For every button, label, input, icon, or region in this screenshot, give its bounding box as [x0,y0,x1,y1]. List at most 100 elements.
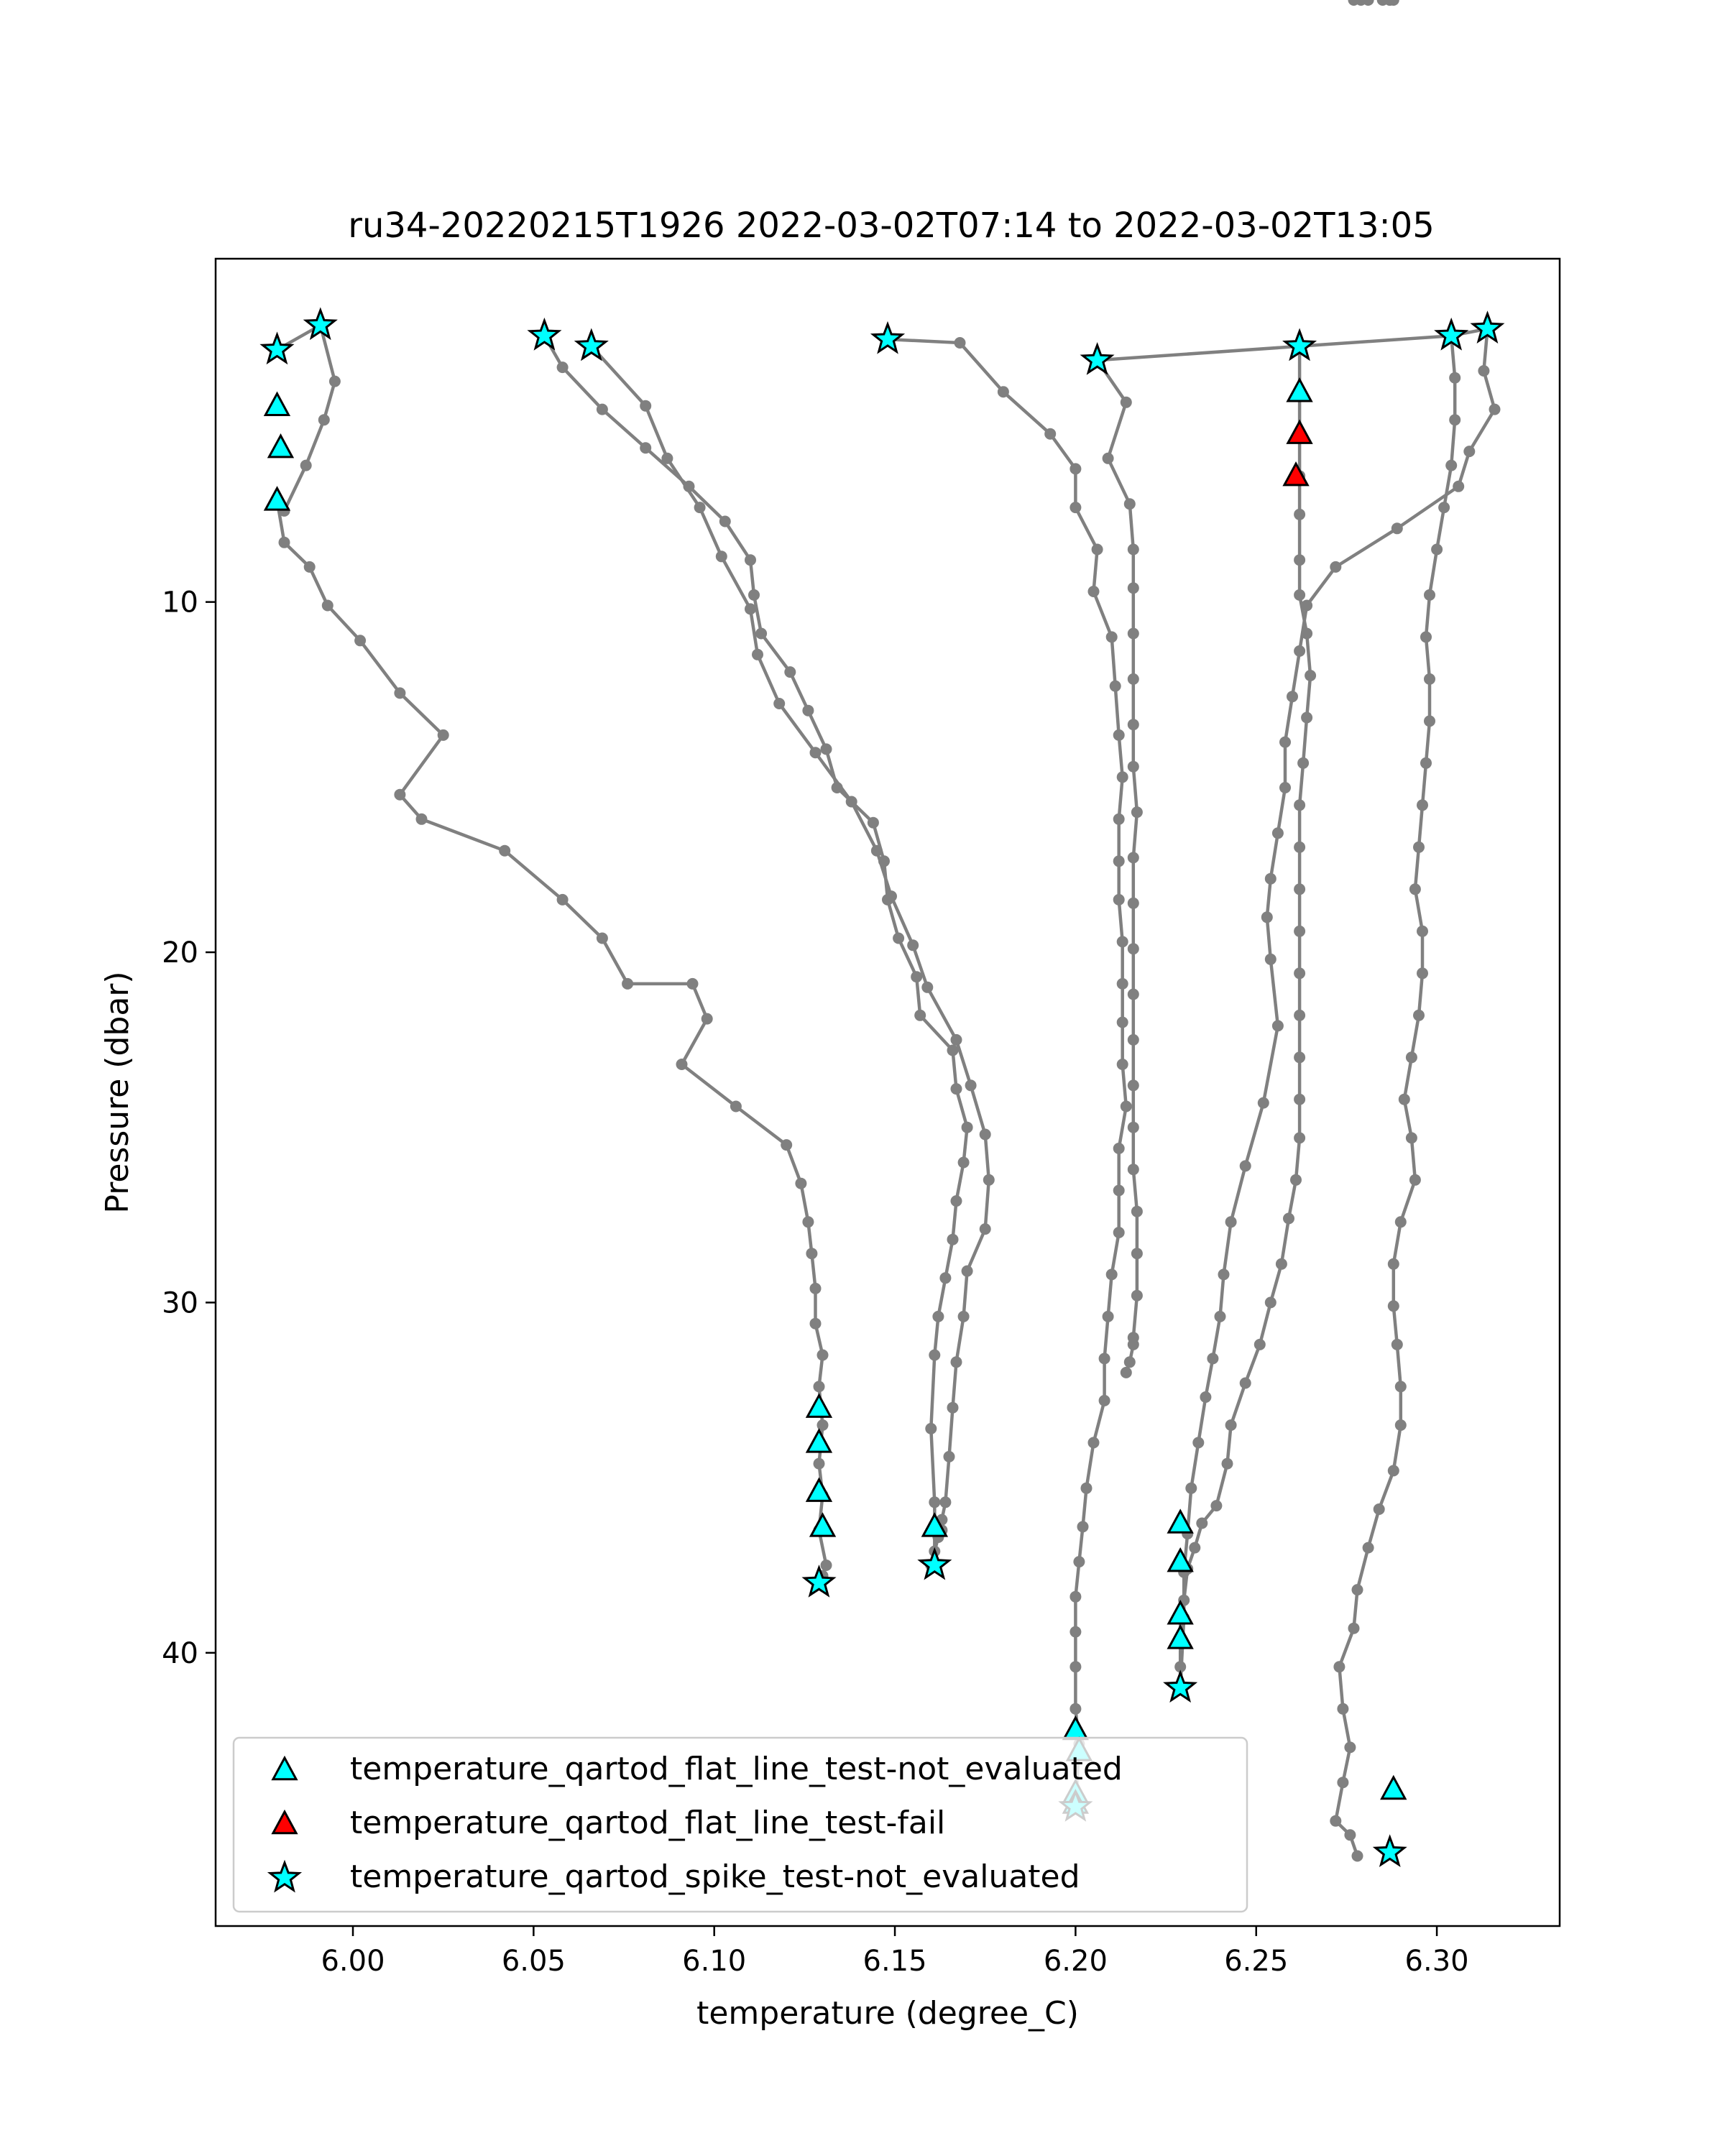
profile-point [1271,827,1284,839]
profile-point [1131,1289,1143,1302]
profile-point [914,1009,926,1021]
legend-entry-spike-not-evaluated: temperature_qartod_spike_test-not_evalua… [350,1858,1080,1895]
profile-point [813,1381,825,1393]
profile-point [1384,0,1396,6]
legend-symbol-spike-not-evaluated-marker [267,1859,303,1893]
profile-point [640,400,652,412]
profile-point [1409,883,1421,895]
profile-point [1113,729,1125,741]
flat-line-not-evaluated-marker [263,391,291,416]
profile-point [1185,1482,1197,1494]
profile-point [1127,627,1139,640]
profile-point [1239,1377,1251,1389]
spike-not-evaluated-marker [870,321,906,354]
profile-point [1070,1703,1082,1715]
profile-point [1131,1205,1143,1217]
legend-entry-flat-line-not-evaluated: temperature_qartod_flat_line_test-not_ev… [350,1751,1123,1787]
x-tick-label: 6.00 [321,1945,385,1978]
profile-point [1264,953,1276,965]
profile-point [1413,841,1425,853]
profile-point [1279,782,1291,793]
profile-point [820,743,832,755]
spike-not-evaluated-marker [1080,341,1115,375]
flat-line-not-evaluated-marker [1167,1508,1194,1534]
profile-point [816,1349,829,1361]
profile-point [1239,1160,1251,1172]
profile-point [1087,586,1100,597]
profile-point [870,844,883,857]
profile-point [1127,719,1139,731]
profile-point [1127,1338,1139,1350]
profile-point [1297,757,1310,769]
y-tick-label: 10 [162,586,198,619]
profile-point [1348,0,1360,6]
profile-point [1254,1338,1266,1350]
profile-point [1127,897,1139,909]
profile-point [1294,589,1306,601]
profile-point [979,1128,991,1141]
profile-point [1294,1051,1306,1064]
profile-point [1387,1300,1399,1312]
profile-point [957,1310,970,1322]
profile-point [795,1177,807,1189]
profile-point [752,648,763,660]
profile-point [1091,543,1103,556]
profile-point [1070,1661,1082,1673]
profile-point [1387,1465,1399,1477]
profile-point [1102,452,1114,464]
profile-point [1294,1093,1306,1105]
profile-point [1127,943,1139,955]
flat-line-not-evaluated-marker [805,1477,833,1502]
y-tick-label: 20 [162,936,198,969]
profile-point [1294,645,1306,657]
profile-point [661,452,673,464]
profile-point [394,788,406,801]
legend-entry-flat-line-fail: temperature_qartod_flat_line_test-fail [350,1805,945,1841]
profile-point [1344,1829,1356,1841]
profile-point [1438,502,1450,514]
profile-point [1420,757,1432,769]
profile-point [1409,1174,1421,1186]
profile-point [328,375,341,387]
profile-point [1478,365,1490,377]
profile-point [1337,1777,1349,1789]
profile-point [1362,1542,1374,1554]
profile-point [1127,988,1139,1000]
profile-point [622,977,634,990]
profile-point [730,1100,742,1112]
profile-point [1131,1248,1143,1260]
profile-point [1330,561,1342,573]
profile-point [806,1248,818,1260]
profile-point [1449,372,1461,384]
profile-point [1127,673,1139,685]
legend-symbol-flat-line-not-evaluated-marker [271,1755,298,1781]
profile-point [686,977,699,990]
profile-point [1417,925,1428,937]
profile-point [1294,799,1306,811]
profile-point [1275,1258,1287,1270]
profile-point [1294,883,1306,895]
x-tick-label: 6.10 [682,1945,746,1978]
profile-point [701,1013,713,1025]
profile-point [1120,1366,1132,1378]
profile-point [1113,1143,1125,1154]
x-tick-label: 6.25 [1224,1945,1288,1978]
profile-point [886,890,897,903]
y-tick-label: 30 [162,1286,198,1319]
profile-point [773,698,786,709]
profile-point [1073,1556,1085,1568]
profile-point [499,844,511,857]
profile-point [1290,1174,1302,1186]
profile-point [1105,1268,1118,1281]
legend-box [232,1736,1248,1913]
profile-point [1453,480,1465,492]
profile-point [1394,1216,1407,1228]
profile-point [1387,1258,1399,1270]
profile-point [925,1422,937,1434]
y-tick-label: 40 [162,1637,198,1670]
profile-point [755,627,768,640]
profile-point [437,729,449,741]
spike-not-evaluated-marker [801,1565,837,1598]
flat-line-not-evaluated-marker [1167,1624,1194,1649]
